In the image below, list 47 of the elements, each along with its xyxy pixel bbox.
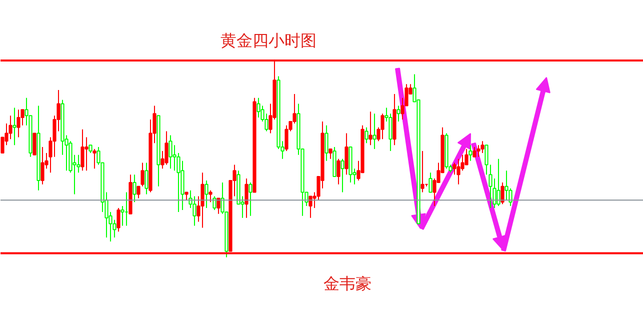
candlestick — [208, 190, 212, 203]
candlestick — [484, 144, 488, 176]
candlestick — [80, 128, 84, 172]
candlestick — [328, 148, 332, 160]
candlestick — [116, 208, 120, 232]
candlestick — [40, 146, 44, 185]
candlestick — [284, 124, 288, 152]
candlestick — [204, 180, 208, 209]
candlestick — [16, 109, 20, 138]
candlestick — [12, 107, 16, 146]
candlestick — [468, 144, 472, 162]
candlestick — [132, 174, 136, 203]
candlestick — [368, 111, 372, 146]
candlestick — [324, 124, 328, 162]
candlestick — [428, 172, 432, 193]
candlestick — [380, 113, 384, 140]
candlestick — [92, 148, 96, 170]
candlestick — [364, 126, 368, 144]
candlestick — [244, 178, 248, 218]
candlestick — [212, 196, 216, 210]
candlestick — [168, 134, 172, 170]
candlestick — [340, 158, 344, 193]
candlestick — [256, 97, 260, 118]
candlestick — [396, 105, 400, 122]
candlestick — [344, 132, 348, 176]
candlestick — [32, 132, 36, 156]
candlestick — [496, 158, 500, 207]
candlestick — [308, 196, 312, 218]
candlestick — [476, 144, 480, 158]
candlestick — [200, 172, 204, 228]
candlestick — [164, 130, 168, 166]
candlestick — [336, 158, 340, 185]
candlestick — [136, 186, 140, 199]
candlestick — [456, 158, 460, 185]
candlestick — [500, 182, 504, 205]
text: 金韦豪 — [324, 274, 372, 293]
candlestick — [488, 164, 492, 209]
candlestick — [140, 162, 144, 187]
candlestick — [84, 136, 88, 172]
candlestick — [144, 162, 148, 195]
candlestick — [248, 182, 252, 216]
chart-title: 黄金四小时图 — [220, 31, 316, 50]
candlestick — [372, 113, 376, 150]
candlestick — [480, 140, 484, 154]
candlestick — [216, 198, 220, 214]
candlestick — [472, 146, 476, 158]
candlestick — [420, 150, 424, 193]
